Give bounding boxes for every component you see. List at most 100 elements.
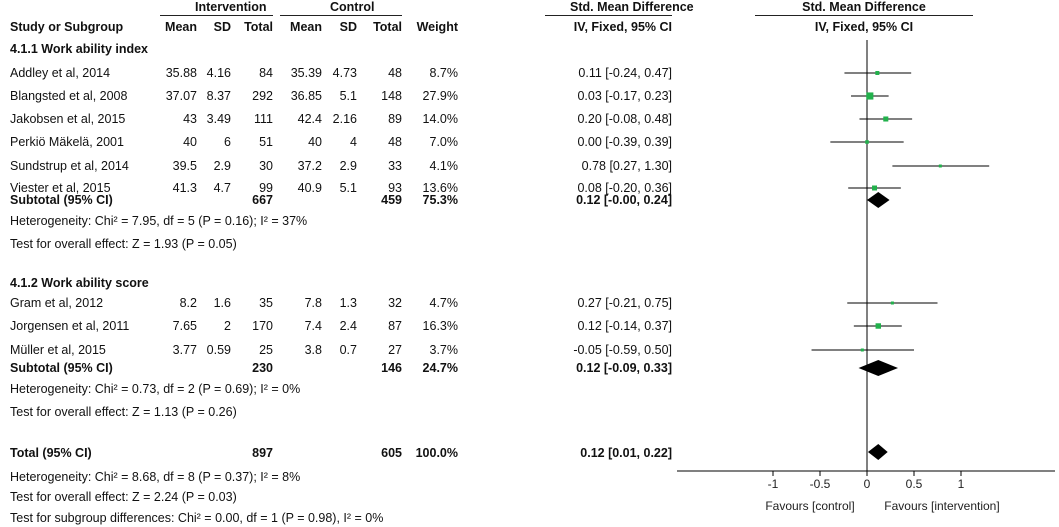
study-effect-square (860, 348, 864, 352)
intervention-sd: 4.16 (206, 66, 231, 80)
study-name: Jakobsen et al, 2015 (10, 112, 126, 126)
col-sd-intervention: SD (213, 20, 231, 34)
study-weight: 27.9% (422, 89, 458, 103)
header-intervention: Intervention (195, 0, 267, 14)
control-total: 87 (388, 319, 402, 333)
study-weight: 3.7% (429, 343, 459, 357)
header-control: Control (330, 0, 375, 14)
study-effect-square (865, 140, 869, 144)
total-label: Total (95% CI) (10, 446, 92, 460)
subgroup-overall-effect: Test for overall effect: Z = 1.13 (P = 0… (10, 405, 237, 419)
control-mean: 3.8 (304, 343, 322, 357)
control-total: 48 (388, 66, 402, 80)
control-sd: 5.1 (339, 181, 357, 195)
subtotal-intervention-total: 667 (252, 193, 273, 207)
study-name: Perkiö Mäkelä, 2001 (10, 135, 124, 149)
intervention-total: 111 (253, 112, 273, 126)
intervention-sd: 1.6 (213, 296, 231, 310)
intervention-total: 51 (259, 135, 273, 149)
x-tick-label: -0.5 (810, 477, 831, 491)
study-effect-ci: 0.00 [-0.39, 0.39] (577, 135, 672, 149)
x-tick-label: 1 (958, 477, 965, 491)
intervention-mean: 41.3 (172, 181, 197, 195)
total-heterogeneity: Heterogeneity: Chi² = 8.68, df = 8 (P = … (10, 470, 301, 484)
study-effect-ci: 0.78 [0.27, 1.30] (581, 159, 672, 173)
header-underline (160, 15, 273, 16)
intervention-total: 170 (252, 319, 273, 333)
intervention-sd: 4.7 (213, 181, 231, 195)
subgroup-overall-effect: Test for overall effect: Z = 1.93 (P = 0… (10, 237, 237, 251)
total-effect-ci: 0.12 [0.01, 0.22] (580, 446, 672, 460)
intervention-mean: 39.5 (172, 159, 197, 173)
control-total: 93 (388, 181, 402, 195)
header-underline (280, 15, 402, 16)
control-total: 33 (388, 159, 402, 173)
study-effect-ci: 0.03 [-0.17, 0.23] (577, 89, 672, 103)
control-sd: 2.16 (332, 112, 357, 126)
subtotal-intervention-total: 230 (252, 361, 273, 375)
intervention-total: 292 (252, 89, 273, 103)
subtotal-weight: 75.3% (422, 193, 458, 207)
col-mean-control: Mean (290, 20, 322, 34)
intervention-mean: 43 (183, 112, 197, 126)
intervention-mean: 37.07 (165, 89, 197, 103)
control-mean: 42.4 (297, 112, 322, 126)
subtotal-weight: 24.7% (422, 361, 458, 375)
study-weight: 4.1% (429, 159, 459, 173)
study-effect-square (883, 116, 889, 122)
study-effect-ci: 0.27 [-0.21, 0.75] (577, 296, 672, 310)
intervention-total: 84 (259, 66, 273, 80)
study-name: Blangsted et al, 2008 (10, 89, 128, 103)
intervention-total: 30 (259, 159, 273, 173)
study-name: Viester et al, 2015 (10, 181, 111, 195)
study-weight: 4.7% (429, 296, 459, 310)
total-intervention-total: 897 (252, 446, 273, 460)
favours-intervention-label: Favours [intervention] (884, 499, 999, 513)
intervention-sd: 0.59 (206, 343, 231, 357)
intervention-mean: 35.88 (165, 66, 197, 80)
subgroup-differences: Test for subgroup differences: Chi² = 0.… (10, 511, 384, 525)
control-mean: 40.9 (297, 181, 322, 195)
col-total-control: Total (373, 20, 402, 34)
study-effect-ci: 0.12 [-0.14, 0.37] (577, 319, 672, 333)
intervention-mean: 7.65 (172, 319, 197, 333)
col-weight: Weight (416, 20, 458, 34)
study-effect-ci: -0.05 [-0.59, 0.50] (573, 343, 672, 357)
study-weight: 16.3% (422, 319, 458, 333)
intervention-sd: 8.37 (206, 89, 231, 103)
intervention-mean: 8.2 (179, 296, 197, 310)
intervention-total: 99 (259, 181, 273, 195)
intervention-sd: 6 (224, 135, 231, 149)
total-overall-effect: Test for overall effect: Z = 2.24 (P = 0… (10, 490, 237, 504)
control-mean: 35.39 (290, 66, 322, 80)
control-sd: 2.4 (339, 319, 357, 333)
control-total: 32 (388, 296, 402, 310)
study-name: Jorgensen et al, 2011 (10, 319, 130, 333)
favours-control-label: Favours [control] (765, 499, 854, 513)
total-control-total: 605 (381, 446, 402, 460)
study-effect-square (866, 92, 874, 100)
col-sd-control: SD (339, 20, 357, 34)
study-name: Sundstrup et al, 2014 (10, 159, 129, 173)
study-effect-square (890, 301, 894, 305)
study-effect-ci: 0.08 [-0.20, 0.36] (577, 181, 672, 195)
subtotal-effect-ci: 0.12 [-0.00, 0.24] (576, 193, 672, 207)
control-sd: 4 (350, 135, 357, 149)
pooled-diamond (867, 444, 888, 460)
intervention-mean: 40 (183, 135, 197, 149)
x-tick-label: -1 (768, 477, 779, 491)
control-mean: 37.2 (297, 159, 322, 173)
pooled-diamond (858, 360, 899, 376)
header-effect: Std. Mean Difference (570, 0, 694, 14)
study-weight: 13.6% (422, 181, 458, 195)
control-mean: 36.85 (290, 89, 322, 103)
subtotal-control-total: 146 (381, 361, 402, 375)
subtotal-effect-ci: 0.12 [-0.09, 0.33] (576, 361, 672, 375)
intervention-sd: 2.9 (213, 159, 231, 173)
study-weight: 7.0% (429, 135, 459, 149)
header-underline (755, 15, 973, 16)
control-sd: 2.9 (339, 159, 357, 173)
control-mean: 40 (308, 135, 322, 149)
study-name: Addley et al, 2014 (10, 66, 111, 80)
col-study-header: Study or Subgroup (10, 20, 124, 34)
